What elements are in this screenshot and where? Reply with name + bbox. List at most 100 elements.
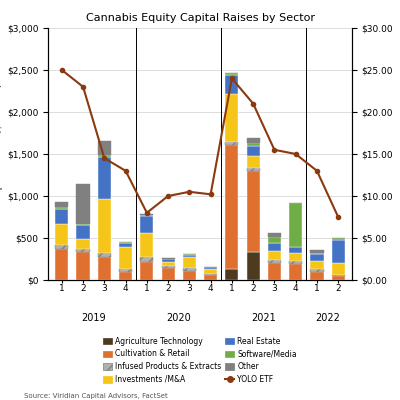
Bar bbox=[310, 269, 324, 272]
Bar bbox=[183, 257, 196, 268]
Text: Source: Viridian Capital Advisors, FactSet: Source: Viridian Capital Advisors, FactS… bbox=[24, 393, 168, 399]
YOLO ETF bbox=[60, 68, 64, 72]
Bar bbox=[162, 258, 175, 260]
Bar bbox=[225, 269, 238, 280]
Legend: Agriculture Technology, Cultivation & Retail, Infused Products & Extracts, Inves: Agriculture Technology, Cultivation & Re… bbox=[101, 334, 299, 386]
Bar bbox=[332, 263, 345, 274]
Bar bbox=[268, 263, 281, 280]
Bar bbox=[119, 242, 132, 243]
Bar bbox=[268, 237, 281, 243]
Bar bbox=[246, 146, 260, 156]
Bar bbox=[119, 269, 132, 272]
Bar bbox=[98, 157, 111, 198]
Bar bbox=[310, 253, 324, 254]
Bar bbox=[246, 168, 260, 171]
Bar bbox=[140, 215, 154, 216]
Line: YOLO ETF: YOLO ETF bbox=[60, 68, 340, 219]
Bar bbox=[289, 203, 302, 247]
Text: 2022: 2022 bbox=[315, 313, 340, 323]
Bar bbox=[76, 252, 90, 280]
Bar bbox=[225, 75, 238, 94]
Bar bbox=[183, 255, 196, 257]
Bar bbox=[225, 73, 238, 75]
Bar bbox=[246, 171, 260, 252]
Bar bbox=[289, 253, 302, 261]
Bar bbox=[162, 268, 175, 280]
Bar bbox=[76, 184, 90, 224]
Bar bbox=[119, 247, 132, 269]
Text: 2019: 2019 bbox=[81, 313, 106, 323]
Bar bbox=[119, 243, 132, 247]
YOLO ETF bbox=[123, 168, 128, 173]
Bar bbox=[98, 253, 111, 257]
Bar bbox=[98, 155, 111, 157]
Bar bbox=[98, 257, 111, 280]
YOLO ETF bbox=[208, 192, 213, 197]
Bar bbox=[76, 249, 90, 252]
Bar bbox=[183, 268, 196, 271]
Bar bbox=[332, 238, 345, 240]
Bar bbox=[204, 274, 217, 275]
Bar bbox=[183, 254, 196, 255]
Bar bbox=[310, 254, 324, 261]
Bar bbox=[183, 271, 196, 280]
Bar bbox=[162, 266, 175, 268]
Bar bbox=[162, 262, 175, 266]
Bar bbox=[310, 272, 324, 280]
Bar bbox=[98, 140, 111, 155]
Bar bbox=[140, 214, 154, 215]
Bar bbox=[55, 202, 68, 207]
Bar bbox=[55, 249, 68, 280]
YOLO ETF bbox=[314, 168, 319, 173]
YOLO ETF bbox=[144, 210, 149, 215]
Bar bbox=[76, 224, 90, 225]
Text: 2021: 2021 bbox=[252, 313, 276, 323]
YOLO ETF bbox=[81, 84, 86, 89]
Bar bbox=[140, 262, 154, 280]
YOLO ETF bbox=[336, 214, 340, 219]
Bar bbox=[76, 239, 90, 249]
Bar bbox=[268, 233, 281, 237]
Bar bbox=[162, 260, 175, 262]
Bar bbox=[98, 198, 111, 253]
Bar bbox=[268, 243, 281, 251]
Bar bbox=[246, 156, 260, 168]
Title: Cannabis Equity Capital Raises by Sector: Cannabis Equity Capital Raises by Sector bbox=[86, 13, 314, 23]
Bar bbox=[204, 266, 217, 267]
Bar bbox=[268, 251, 281, 260]
YOLO ETF bbox=[102, 156, 107, 161]
Bar bbox=[204, 267, 217, 268]
YOLO ETF bbox=[251, 101, 256, 106]
Bar bbox=[55, 210, 68, 224]
Bar bbox=[332, 274, 345, 276]
YOLO ETF bbox=[230, 76, 234, 81]
Bar bbox=[289, 264, 302, 280]
Bar bbox=[204, 269, 217, 274]
Bar bbox=[289, 247, 302, 253]
YOLO ETF bbox=[187, 190, 192, 194]
Bar bbox=[332, 240, 345, 263]
Bar bbox=[332, 276, 345, 280]
Bar bbox=[246, 143, 260, 146]
Bar bbox=[140, 232, 154, 257]
Bar bbox=[225, 142, 238, 145]
Bar bbox=[246, 138, 260, 143]
YOLO ETF bbox=[272, 148, 277, 152]
Y-axis label: YOLO ETF Price: YOLO ETF Price bbox=[398, 120, 400, 188]
Y-axis label: Total Capital Raised ($ Millions): Total Capital Raised ($ Millions) bbox=[0, 83, 3, 225]
Bar bbox=[204, 268, 217, 269]
Bar bbox=[140, 216, 154, 232]
YOLO ETF bbox=[166, 194, 170, 198]
Bar bbox=[268, 260, 281, 263]
Bar bbox=[225, 145, 238, 269]
Bar bbox=[55, 245, 68, 249]
Bar bbox=[204, 275, 217, 280]
Bar bbox=[289, 261, 302, 264]
Bar bbox=[55, 207, 68, 210]
Bar bbox=[246, 252, 260, 280]
Bar bbox=[119, 272, 132, 280]
Bar bbox=[310, 261, 324, 269]
Bar bbox=[140, 257, 154, 262]
Bar bbox=[76, 225, 90, 239]
Text: 2020: 2020 bbox=[166, 313, 191, 323]
